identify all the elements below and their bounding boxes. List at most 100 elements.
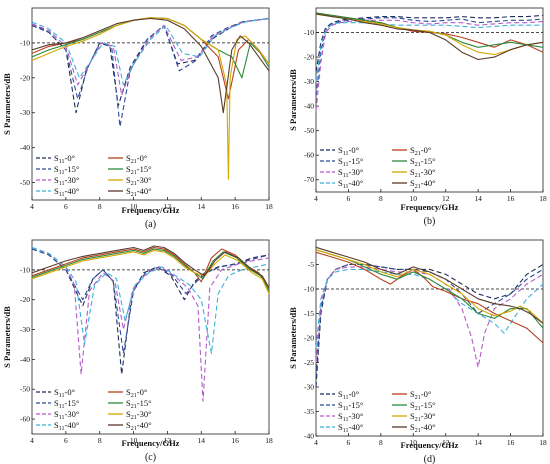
series-line-6 (31, 248, 270, 291)
plot-frame (31, 7, 270, 201)
y-tick-label: -35 (304, 407, 314, 416)
y-tick-label: -15 (304, 309, 314, 318)
y-tick-label: -60 (20, 415, 30, 424)
x-tick-label: 6 (64, 202, 68, 211)
series-line-1 (31, 17, 270, 114)
y-tick-label: -5 (308, 260, 314, 269)
y-tick-label: -30 (20, 108, 30, 117)
legend: S11-0°S11-15°S11-30°S11-40°S21-0°S21-15°… (36, 153, 151, 198)
chart-panel-3: 4 6 8 10 12 14 16 18 -10 -20 -30 -40 -50 -60 S11-0°S11… (2, 239, 273, 463)
legend-entry: S21-40° (126, 420, 151, 432)
x-tick-label: 8 (98, 436, 102, 445)
y-tick-label: -25 (304, 358, 314, 367)
y-tick-label: -40 (304, 432, 314, 441)
series-line-1 (315, 14, 544, 72)
series-line-3 (315, 266, 544, 368)
legend-entry: S11-40° (338, 422, 363, 434)
x-tick-label: 14 (474, 438, 482, 447)
series-line-7 (315, 249, 544, 324)
series-line-6 (315, 12, 544, 48)
legend-entry: S21-40° (126, 186, 151, 198)
y-tick-label: -20 (20, 73, 30, 82)
chart-panel-1: 4 6 8 10 12 14 16 18 -10 -20 -30 -40 -50 S11-0°S11-15… (2, 7, 273, 230)
series-line-4 (315, 22, 543, 82)
series-line-8 (31, 245, 270, 289)
x-tick-label: 16 (507, 438, 515, 447)
y-tick-label: -20 (304, 53, 314, 62)
x-tick-label: 4 (30, 202, 34, 211)
x-tick-label: 18 (539, 194, 547, 203)
y-tick-label: -30 (304, 383, 314, 392)
chart-panel-4: 4 6 8 10 12 14 16 18 -5 -10 -15 -20 -25 -30 -35 -40 S11-… (288, 239, 547, 464)
series-line-4 (315, 268, 544, 348)
x-tick-label: 14 (198, 436, 206, 445)
x-tick-label: 12 (442, 438, 450, 447)
legend-entry: S11-40° (54, 186, 79, 198)
x-axis-label: Frequency/GHz (122, 205, 180, 215)
y-axis-label: S Parameters/dB (288, 307, 298, 369)
y-tick-label: -40 (20, 355, 30, 364)
y-tick-label: -40 (304, 102, 314, 111)
panel-caption: (a) (145, 219, 156, 230)
panel-caption: (b) (424, 216, 436, 227)
series-line-5 (315, 251, 544, 344)
legend: S11-0°S11-15°S11-30°S11-40°S21-0°S21-15°… (36, 387, 151, 432)
y-tick-label: -50 (304, 126, 314, 135)
legend: S11-0°S11-15°S11-30°S11-40°S21-0°S21-15°… (320, 389, 435, 434)
series-line-8 (315, 13, 544, 61)
legend-entry: S11-40° (54, 420, 79, 432)
y-tick-label: -60 (304, 151, 314, 160)
x-axis-label: Frequency/GHz (122, 438, 180, 448)
y-axis-label: S Parameters/dB (2, 306, 12, 368)
x-tick-label: 12 (442, 194, 450, 203)
series-line-2 (315, 17, 544, 97)
x-axis-label: Frequency/GHz (401, 202, 459, 212)
series-line-8 (31, 17, 270, 114)
x-tick-label: 8 (379, 438, 383, 447)
x-tick-label: 6 (347, 194, 351, 203)
x-axis-label: Frequency/GHz (401, 440, 459, 450)
y-tick-label: -20 (20, 295, 30, 304)
panel-caption: (c) (145, 452, 156, 463)
x-tick-label: 4 (30, 436, 34, 445)
series-line-6 (315, 249, 544, 329)
series-line-7 (315, 13, 544, 56)
y-tick-label: -50 (20, 178, 30, 187)
y-tick-label: -10 (304, 28, 314, 37)
series-line-7 (31, 249, 270, 294)
plot-frame (315, 7, 544, 193)
series-line-3 (315, 19, 544, 112)
panel-caption: (d) (424, 454, 436, 464)
y-tick-label: -40 (20, 143, 30, 152)
series-line-5 (31, 246, 270, 289)
series-line-4 (31, 17, 270, 86)
plot-frame (31, 239, 270, 435)
x-tick-label: 4 (314, 194, 318, 203)
series-line-2 (315, 263, 544, 378)
legend-entry: S21-40° (410, 178, 435, 190)
y-tick-label: -30 (304, 77, 314, 86)
y-axis-label: S Parameters/dB (2, 73, 12, 135)
x-tick-label: 10 (410, 194, 418, 203)
chart-panel-2: 4 6 8 10 12 14 16 18 -10 -20 -30 -40 -50 -60 -70 S11-0°… (288, 7, 547, 227)
x-tick-label: 14 (198, 202, 206, 211)
x-tick-label: 10 (410, 438, 418, 447)
x-tick-label: 4 (314, 438, 318, 447)
x-tick-label: 6 (347, 438, 351, 447)
series-line-7 (31, 17, 270, 180)
y-axis-label: S Parameters/dB (288, 69, 298, 131)
x-tick-label: 10 (130, 202, 138, 211)
x-tick-label: 16 (231, 436, 239, 445)
legend-entry: S11-40° (338, 178, 363, 190)
y-tick-label: -70 (304, 175, 314, 184)
series-line-8 (315, 246, 544, 324)
y-tick-label: -20 (304, 334, 314, 343)
y-tick-label: -30 (20, 325, 30, 334)
x-tick-label: 16 (231, 202, 239, 211)
series-line-1 (31, 248, 270, 375)
y-tick-label: -10 (20, 265, 30, 274)
x-tick-label: 12 (164, 436, 172, 445)
x-tick-label: 18 (265, 436, 273, 445)
x-tick-label: 8 (379, 194, 383, 203)
